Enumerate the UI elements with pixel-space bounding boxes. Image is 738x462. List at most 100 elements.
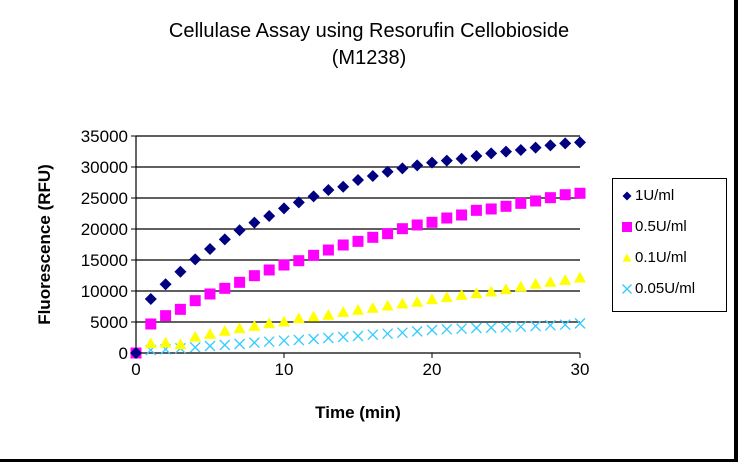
data-point xyxy=(544,192,556,204)
data-point xyxy=(278,335,290,347)
data-point xyxy=(263,317,276,329)
data-point xyxy=(248,270,260,282)
data-point xyxy=(293,255,305,267)
data-point xyxy=(544,319,556,331)
data-point xyxy=(559,274,572,285)
data-point xyxy=(440,154,453,167)
data-point xyxy=(382,228,394,240)
data-point xyxy=(367,329,379,341)
data-point xyxy=(515,197,527,209)
data-point xyxy=(248,320,261,331)
data-point xyxy=(263,264,275,276)
x-axis-label: Time (min) xyxy=(315,403,401,422)
y-tick-label: 20000 xyxy=(81,220,128,239)
data-point xyxy=(218,233,231,246)
data-point xyxy=(144,293,157,306)
data-point xyxy=(307,310,320,322)
x-tick-label: 30 xyxy=(571,360,590,379)
data-point xyxy=(263,209,276,222)
data-point xyxy=(396,327,408,339)
data-point xyxy=(470,204,482,216)
legend-label: 0.1U/ml xyxy=(635,249,687,266)
data-point xyxy=(263,336,275,348)
legend-label: 0.5U/ml xyxy=(635,218,687,235)
data-point xyxy=(514,280,527,292)
data-point xyxy=(455,152,468,165)
data-point xyxy=(514,144,527,157)
data-point xyxy=(426,156,438,169)
data-point xyxy=(500,321,512,333)
data-point xyxy=(530,195,542,207)
series-0.1U/ml xyxy=(130,271,586,358)
data-point xyxy=(485,322,497,334)
series-1U/ml xyxy=(130,136,586,359)
data-point xyxy=(322,308,335,320)
y-tick-label: 15000 xyxy=(81,251,128,270)
data-point xyxy=(204,288,216,300)
data-point xyxy=(189,341,201,353)
data-point xyxy=(426,324,438,336)
y-tick-label: 25000 xyxy=(81,189,128,208)
data-point xyxy=(160,310,172,322)
data-point xyxy=(352,330,364,342)
data-point xyxy=(544,276,557,287)
data-point xyxy=(189,330,202,342)
data-point xyxy=(485,203,497,215)
data-point xyxy=(382,328,394,340)
data-point xyxy=(352,174,364,187)
data-point xyxy=(470,287,483,299)
data-point xyxy=(456,209,468,221)
data-point xyxy=(396,297,409,309)
data-point xyxy=(322,332,334,344)
data-point xyxy=(144,337,157,349)
data-point xyxy=(440,291,453,303)
data-point xyxy=(278,315,290,327)
data-point xyxy=(308,249,320,261)
data-point xyxy=(278,259,290,271)
data-point xyxy=(278,202,290,215)
data-point xyxy=(337,180,350,193)
data-point xyxy=(622,283,632,294)
data-point xyxy=(322,184,335,197)
data-point xyxy=(308,333,320,345)
data-point xyxy=(381,165,394,178)
data-point xyxy=(574,271,586,283)
chart-title-line-2: (M1238) xyxy=(331,47,407,69)
data-point xyxy=(234,276,246,288)
data-point xyxy=(293,334,305,346)
data-point xyxy=(218,324,231,336)
data-point xyxy=(189,295,201,307)
data-point xyxy=(622,191,632,200)
data-point xyxy=(456,323,468,335)
series-0.5U/ml xyxy=(130,187,586,359)
data-point xyxy=(145,318,157,330)
data-point xyxy=(189,253,202,266)
data-point xyxy=(574,136,586,149)
data-point xyxy=(219,339,231,351)
data-point xyxy=(292,312,305,324)
data-point xyxy=(441,323,453,335)
data-point xyxy=(337,331,349,343)
data-point xyxy=(233,224,246,237)
data-point xyxy=(485,285,498,297)
y-tick-label: 5000 xyxy=(90,313,128,332)
data-point xyxy=(352,235,364,247)
legend: 1U/ml 0.5U/ml 0.1U/ml 0.05U/ml xyxy=(612,178,727,312)
data-point xyxy=(411,159,424,172)
data-point xyxy=(529,141,542,154)
data-point xyxy=(322,244,334,256)
data-point xyxy=(441,212,453,224)
data-point xyxy=(219,282,231,294)
data-point xyxy=(204,340,216,352)
data-point xyxy=(396,223,408,235)
data-point xyxy=(366,169,379,182)
square-marker-icon xyxy=(622,221,632,232)
data-point xyxy=(500,145,512,158)
data-point xyxy=(529,277,542,289)
data-point xyxy=(411,295,424,307)
chart-title: Cellulase Assay using Resorufin Cellobio… xyxy=(0,18,738,72)
y-tick-label: 0 xyxy=(119,344,128,363)
data-point xyxy=(559,319,571,331)
data-point xyxy=(622,221,632,232)
